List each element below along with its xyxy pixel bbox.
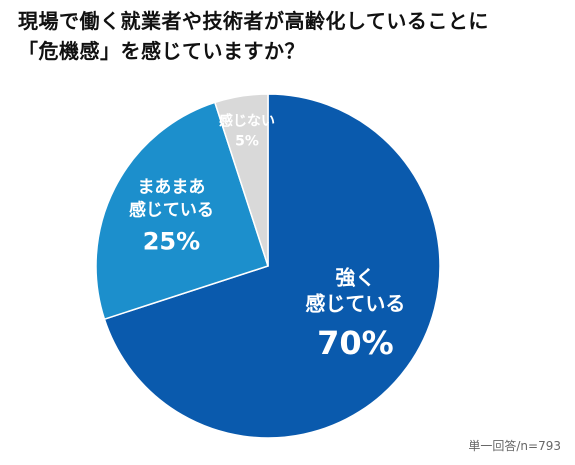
slice-value-1: 70% [317, 324, 394, 362]
pie-slice-1 [103, 93, 441, 439]
chart-title-line-2: 「危機感」を感じていますか？ [18, 39, 305, 63]
slice-label-1-line-1: 強く [335, 266, 375, 290]
slice-label-2-line-2: 感じている [129, 199, 214, 220]
chart-title-line-1: 現場で働く就業者や技術者が高齢化していることに [18, 9, 489, 33]
slice-value-3: 5% [235, 133, 259, 149]
slice-label-1-line-2: 感じている [305, 292, 405, 316]
slice-label-3-line-1: 感じない [219, 112, 275, 129]
chart-title: 現場で働く就業者や技術者が高齢化していることに 「危機感」を感じていますか？ [18, 6, 563, 66]
pie-slice-3 [213, 93, 269, 267]
slice-label-2-line-1: まあまあ [137, 177, 205, 197]
sample-note: 単一回答/n=793 [468, 439, 561, 453]
slice-value-2: 25% [143, 227, 200, 255]
pie-slice-2 [95, 101, 269, 321]
pie-slices [95, 93, 441, 439]
